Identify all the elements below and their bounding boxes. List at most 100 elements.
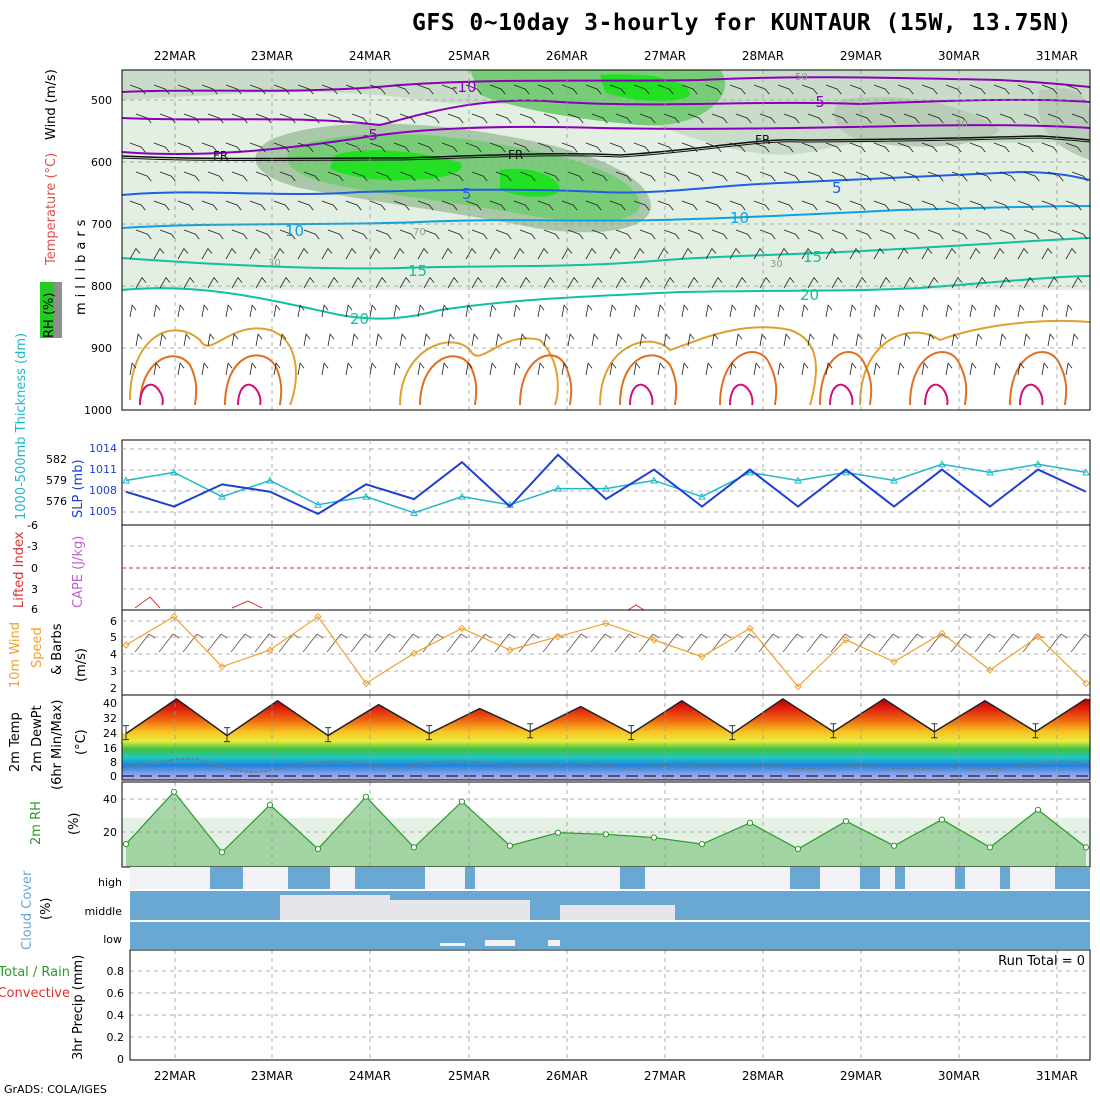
upper-wind-barb bbox=[633, 84, 650, 95]
upper-wind-barb bbox=[441, 200, 458, 211]
upper-wind-barb bbox=[639, 276, 651, 289]
upper-wind-barb bbox=[927, 229, 944, 240]
date-label: 25MAR bbox=[448, 49, 490, 63]
upper-wind-barb bbox=[519, 113, 536, 124]
rh2m-point bbox=[410, 844, 418, 851]
upper-wind-barb bbox=[609, 304, 617, 318]
upper-wind-barb bbox=[423, 229, 440, 240]
upper-wind-barb bbox=[903, 229, 920, 240]
rh2m-point bbox=[890, 842, 898, 849]
rh2m-point bbox=[218, 849, 226, 856]
upper-wind-barb bbox=[801, 247, 813, 260]
slp-axis-label: SLP (mb) bbox=[71, 459, 86, 518]
upper-wind-barb bbox=[183, 229, 200, 240]
surface-wind-barb bbox=[1046, 633, 1068, 653]
upper-wind-barb bbox=[225, 200, 242, 211]
cloud-gap-high bbox=[645, 867, 790, 889]
upper-wind-barb bbox=[177, 84, 194, 95]
upper-wind-barb bbox=[777, 84, 794, 95]
upper-wind-barb bbox=[927, 276, 939, 289]
rh-tick-label: 20 bbox=[103, 826, 117, 839]
upper-wind-barb bbox=[729, 304, 737, 318]
thickness-tick-label: 576 bbox=[46, 495, 67, 508]
upper-wind-barb bbox=[519, 171, 536, 182]
temp-minmax-bar bbox=[426, 725, 433, 741]
upper-wind-barb bbox=[225, 247, 237, 260]
contour-label: 15 bbox=[803, 248, 822, 266]
wind-speed-point bbox=[602, 619, 610, 628]
upper-wind-barb bbox=[519, 229, 536, 240]
bottom-date-axis: 22MAR 23MAR 24MAR 25MAR 26MAR 27MAR 28MA… bbox=[154, 1069, 1078, 1083]
upper-wind-barb bbox=[945, 362, 953, 376]
upper-wind-barb bbox=[777, 200, 794, 211]
upper-wind-barb bbox=[153, 84, 170, 95]
upper-y-ticks: 500 600 700 800 900 1000 bbox=[84, 94, 112, 417]
wind-speed-point bbox=[458, 624, 466, 633]
upper-wind-barb bbox=[1041, 84, 1058, 95]
y-tick-label: 900 bbox=[91, 342, 112, 355]
upper-wind-barb bbox=[801, 362, 809, 376]
y-tick-label: 700 bbox=[91, 218, 112, 231]
upper-wind-barb bbox=[999, 171, 1016, 182]
rh2m-point bbox=[458, 798, 466, 805]
date-label: 31MAR bbox=[1036, 49, 1078, 63]
upper-wind-barb bbox=[465, 200, 482, 211]
wind-speed-point bbox=[794, 682, 802, 691]
upper-wind-barb bbox=[993, 247, 1005, 260]
upper-wind-barb bbox=[807, 276, 819, 289]
upper-wind-barb bbox=[873, 362, 881, 376]
upper-wind-barb bbox=[519, 276, 531, 289]
wind10m-panel: 6 5 4 3 2 10m Wind Speed & Barbs (m/s) bbox=[8, 609, 1092, 696]
upper-wind-barb bbox=[441, 247, 453, 260]
upper-wind-barb bbox=[1065, 304, 1073, 318]
date-label: 25MAR bbox=[448, 1069, 490, 1083]
upper-wind-barb bbox=[951, 333, 959, 347]
wind10m-frame bbox=[121, 609, 1091, 696]
li-tick-label: -6 bbox=[27, 519, 38, 532]
upper-wind-barb bbox=[207, 333, 215, 347]
upper-wind-barb bbox=[153, 142, 170, 153]
precip-bg bbox=[130, 950, 1090, 1060]
upper-wind-barb bbox=[753, 247, 765, 260]
wind-speed-point bbox=[170, 612, 178, 621]
date-label: 28MAR bbox=[742, 49, 784, 63]
surface-wind-barb bbox=[854, 633, 876, 653]
temp-unit-label: (°C) bbox=[74, 729, 89, 755]
upper-wind-barb bbox=[753, 304, 761, 318]
upper-wind-barb bbox=[567, 229, 584, 240]
upper-wind-barb bbox=[201, 200, 218, 211]
rh2m-unit-label: (%) bbox=[67, 813, 82, 836]
contour-label: 50 bbox=[355, 144, 368, 155]
upper-wind-barb bbox=[705, 200, 722, 211]
cloud-gap-high bbox=[905, 867, 955, 889]
temp-tick-label: 32 bbox=[103, 712, 117, 725]
upper-wind-barb bbox=[321, 247, 333, 260]
upper-wind-barb bbox=[903, 333, 911, 347]
upper-wind-barb bbox=[423, 333, 431, 347]
wind-speed-point bbox=[266, 646, 274, 654]
li-tick-label: 6 bbox=[31, 603, 38, 616]
upper-wind-barb bbox=[417, 200, 434, 211]
upper-wind-barb bbox=[801, 304, 809, 318]
upper-wind-barb bbox=[801, 142, 818, 153]
upper-wind-barb bbox=[615, 333, 623, 347]
upper-wind-barb bbox=[255, 276, 267, 289]
upper-wind-barb bbox=[183, 333, 191, 347]
upper-wind-barb bbox=[351, 229, 368, 240]
upper-wind-barb bbox=[975, 171, 992, 182]
surface-wind-barb bbox=[470, 633, 492, 653]
thickness-point bbox=[650, 476, 658, 484]
upper-wind-barb bbox=[921, 362, 929, 376]
temp-minmax-bar bbox=[729, 725, 736, 741]
upper-wind-barb bbox=[633, 362, 641, 376]
upper-wind-barb bbox=[321, 362, 329, 376]
contour-label: -5 bbox=[810, 93, 825, 111]
upper-wind-barb bbox=[1023, 113, 1040, 124]
upper-wind-barb bbox=[129, 362, 137, 376]
minmax-axis-label: (6hr Min/Max) bbox=[50, 700, 65, 790]
upper-wind-barb bbox=[807, 113, 824, 124]
upper-wind-barb bbox=[135, 276, 147, 289]
upper-wind-barb bbox=[399, 229, 416, 240]
upper-wind-barb bbox=[489, 247, 501, 260]
upper-wind-barb bbox=[417, 362, 425, 376]
